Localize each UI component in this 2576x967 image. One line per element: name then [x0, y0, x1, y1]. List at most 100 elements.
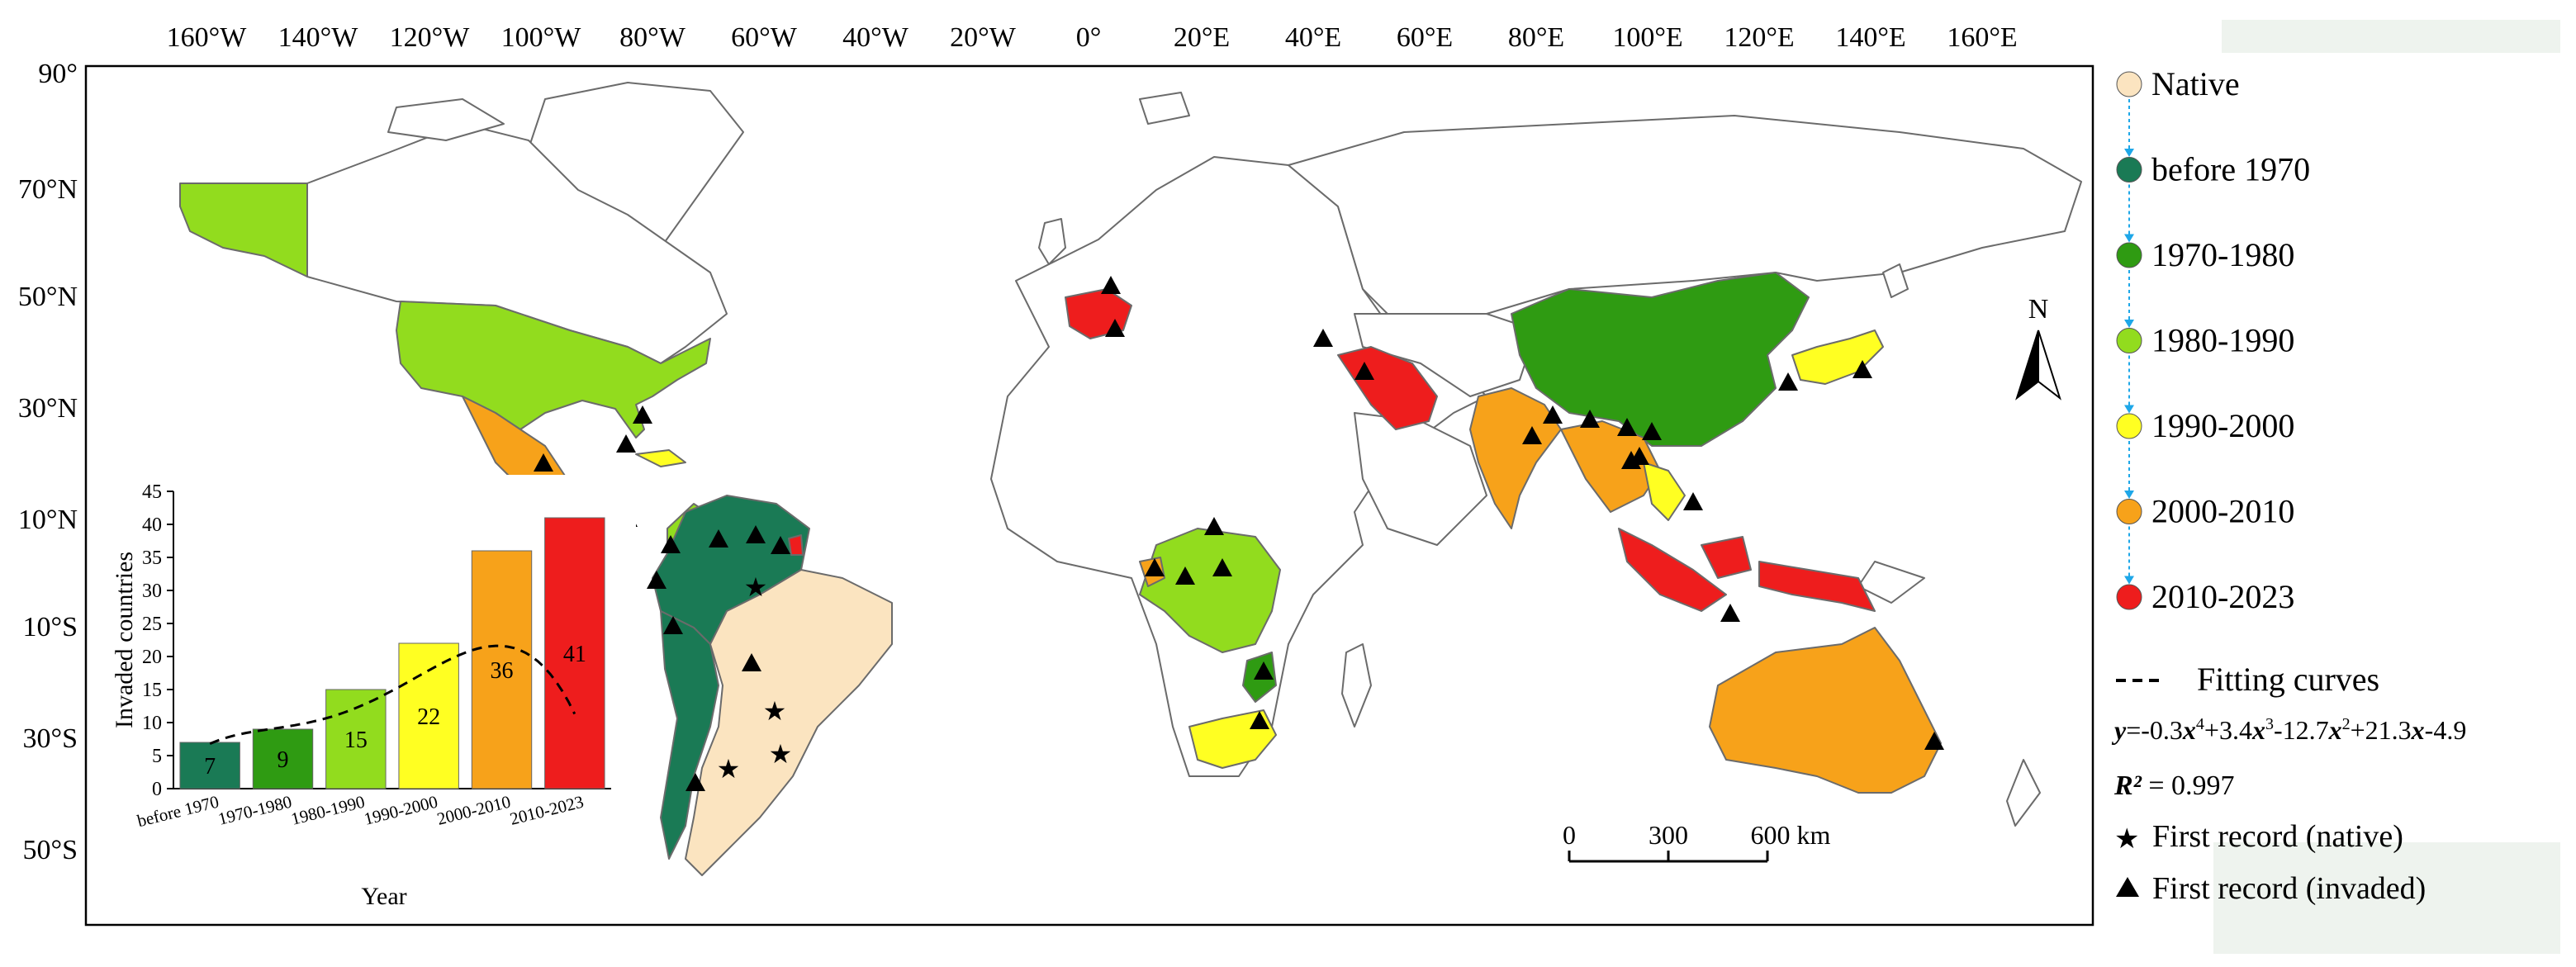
legend-triangle-label: First record (invaded) — [2152, 871, 2426, 906]
land-japan-north — [1882, 263, 1909, 298]
first-record-invaded-marker — [1853, 360, 1872, 378]
latitude-label: 30°N — [18, 393, 78, 424]
longitude-label: 120°W — [390, 22, 471, 53]
longitude-label: 0° — [1076, 22, 1102, 53]
longitude-label: 20°W — [950, 22, 1017, 53]
first-record-invaded-marker — [534, 453, 553, 472]
longitude-label: 100°E — [1612, 22, 1682, 53]
longitude-label: 80°E — [1508, 22, 1564, 53]
latitude-labels: 90° 70°N 50°N 30°N 10°N 10°S 30°S 50°S — [18, 59, 78, 865]
latitude-label: 30°S — [22, 723, 78, 754]
land-svalbard — [1139, 92, 1190, 125]
first-record-invaded-marker — [1212, 558, 1232, 576]
legend-star-icon: ★ — [2114, 824, 2139, 855]
first-record-invaded-marker — [1580, 410, 1600, 428]
first-record-invaded-marker — [1101, 276, 1121, 294]
first-record-invaded-marker — [1313, 329, 1333, 347]
scale-bar: 0 300 600 km — [1563, 820, 1831, 863]
background-patch — [2222, 20, 2560, 53]
inset-bar — [179, 742, 240, 789]
first-record-invaded-marker — [709, 529, 728, 547]
first-record-native-marker: ★ — [763, 696, 787, 726]
inset-bar-value-label: 22 — [417, 704, 440, 730]
first-record-invaded-marker — [686, 773, 705, 791]
legend-swatch — [2116, 499, 2142, 524]
first-record-native-marker: ★ — [717, 754, 741, 784]
longitude-label: 20°E — [1174, 22, 1230, 53]
inset-y-tick-label: 20 — [142, 647, 162, 668]
latitude-label: 90° — [38, 59, 78, 89]
first-record-invaded-marker — [742, 653, 761, 671]
first-record-invaded-marker — [1254, 661, 1274, 680]
legend-label: 2010-2023 — [2151, 578, 2294, 615]
longitude-label: 40°E — [1285, 22, 1341, 53]
inset-bar-value-label: 9 — [278, 747, 289, 773]
legend-triangle-icon — [2116, 877, 2139, 897]
inset-y-tick-label: 10 — [142, 713, 162, 734]
legend-swatch — [2116, 157, 2142, 182]
first-record-invaded-marker — [647, 571, 667, 589]
legend-swatch — [2116, 242, 2142, 268]
land-arabia — [1354, 412, 1487, 546]
longitude-label: 140°E — [1835, 22, 1905, 53]
latitude-label: 10°N — [18, 505, 78, 535]
first-record-native-marker: ★ — [769, 739, 793, 769]
land-new-guinea — [1857, 561, 1925, 604]
country-japan-korea — [1791, 329, 1884, 385]
latitude-label: 70°N — [18, 174, 78, 205]
inset-bar — [252, 728, 314, 789]
latitude-label: 10°S — [22, 612, 78, 642]
legend: Native before 1970 1970-1980 1980-1990 1990-… — [2111, 65, 2466, 906]
inset-bar — [544, 517, 605, 789]
longitude-label: 60°W — [731, 22, 798, 53]
inset-y-tick-label: 45 — [142, 481, 162, 503]
first-record-invaded-marker — [1630, 447, 1649, 465]
inset-y-tick-label: 40 — [142, 514, 162, 536]
legend-label: 1980-1990 — [2151, 322, 2294, 359]
legend-connector-arrow — [2124, 234, 2134, 243]
land-arctic-islands — [387, 98, 505, 141]
longitude-label: 60°E — [1397, 22, 1453, 53]
first-record-invaded-marker — [633, 405, 652, 424]
land-madagascar — [1341, 643, 1372, 728]
latitude-label: 50°N — [18, 282, 78, 312]
first-record-invaded-marker — [1543, 405, 1563, 424]
scale-tick-300: 300 — [1649, 820, 1688, 850]
first-record-invaded-marker — [1683, 492, 1703, 510]
longitude-label: 80°W — [619, 22, 686, 53]
inset-y-axis-title: Invaded countries — [111, 552, 138, 728]
longitude-label: 160°W — [167, 22, 248, 53]
inset-y-tick-label: 0 — [152, 779, 162, 800]
inset-bar-value-label: 15 — [344, 728, 368, 753]
first-record-invaded-marker — [1642, 422, 1662, 440]
legend-fit-equation: y=-0.3x4+3.4x3-12.7x2+21.3x-4.9 — [2111, 715, 2466, 745]
country-cuba — [635, 449, 686, 467]
first-record-invaded-marker — [1617, 418, 1637, 436]
legend-fit-label: Fitting curves — [2197, 661, 2379, 698]
inset-bar-value-label: 7 — [204, 754, 216, 780]
legend-r2-value: = 0.997 — [2148, 770, 2234, 801]
country-alaska — [179, 182, 308, 277]
legend-swatch — [2116, 413, 2142, 439]
country-central-africa — [1139, 528, 1281, 653]
inset-y-tick-label: 25 — [142, 614, 162, 635]
legend-label: 2000-2010 — [2151, 493, 2294, 530]
inset-bar — [398, 642, 459, 789]
legend-r2: R² = 0.997 — [2113, 770, 2235, 801]
first-record-invaded-marker — [1778, 372, 1798, 391]
legend-connector-arrow — [2124, 149, 2134, 157]
land-new-zealand — [2006, 759, 2041, 827]
legend-connector-arrow — [2124, 320, 2134, 328]
longitude-labels: 160°W 140°W 120°W 100°W 80°W 60°W 40°W 20°W 0° 20… — [167, 22, 2018, 53]
background-patch — [2213, 842, 2560, 954]
country-thailand-vietnam — [1643, 462, 1686, 521]
first-record-invaded-marker — [1175, 566, 1195, 585]
first-record-invaded-marker — [1204, 517, 1224, 535]
country-china — [1511, 272, 1810, 447]
legend-label: 1990-2000 — [2151, 407, 2294, 444]
land-uk — [1038, 218, 1066, 265]
legend-swatch — [2116, 71, 2142, 97]
inset-fitting-curve — [209, 644, 576, 745]
